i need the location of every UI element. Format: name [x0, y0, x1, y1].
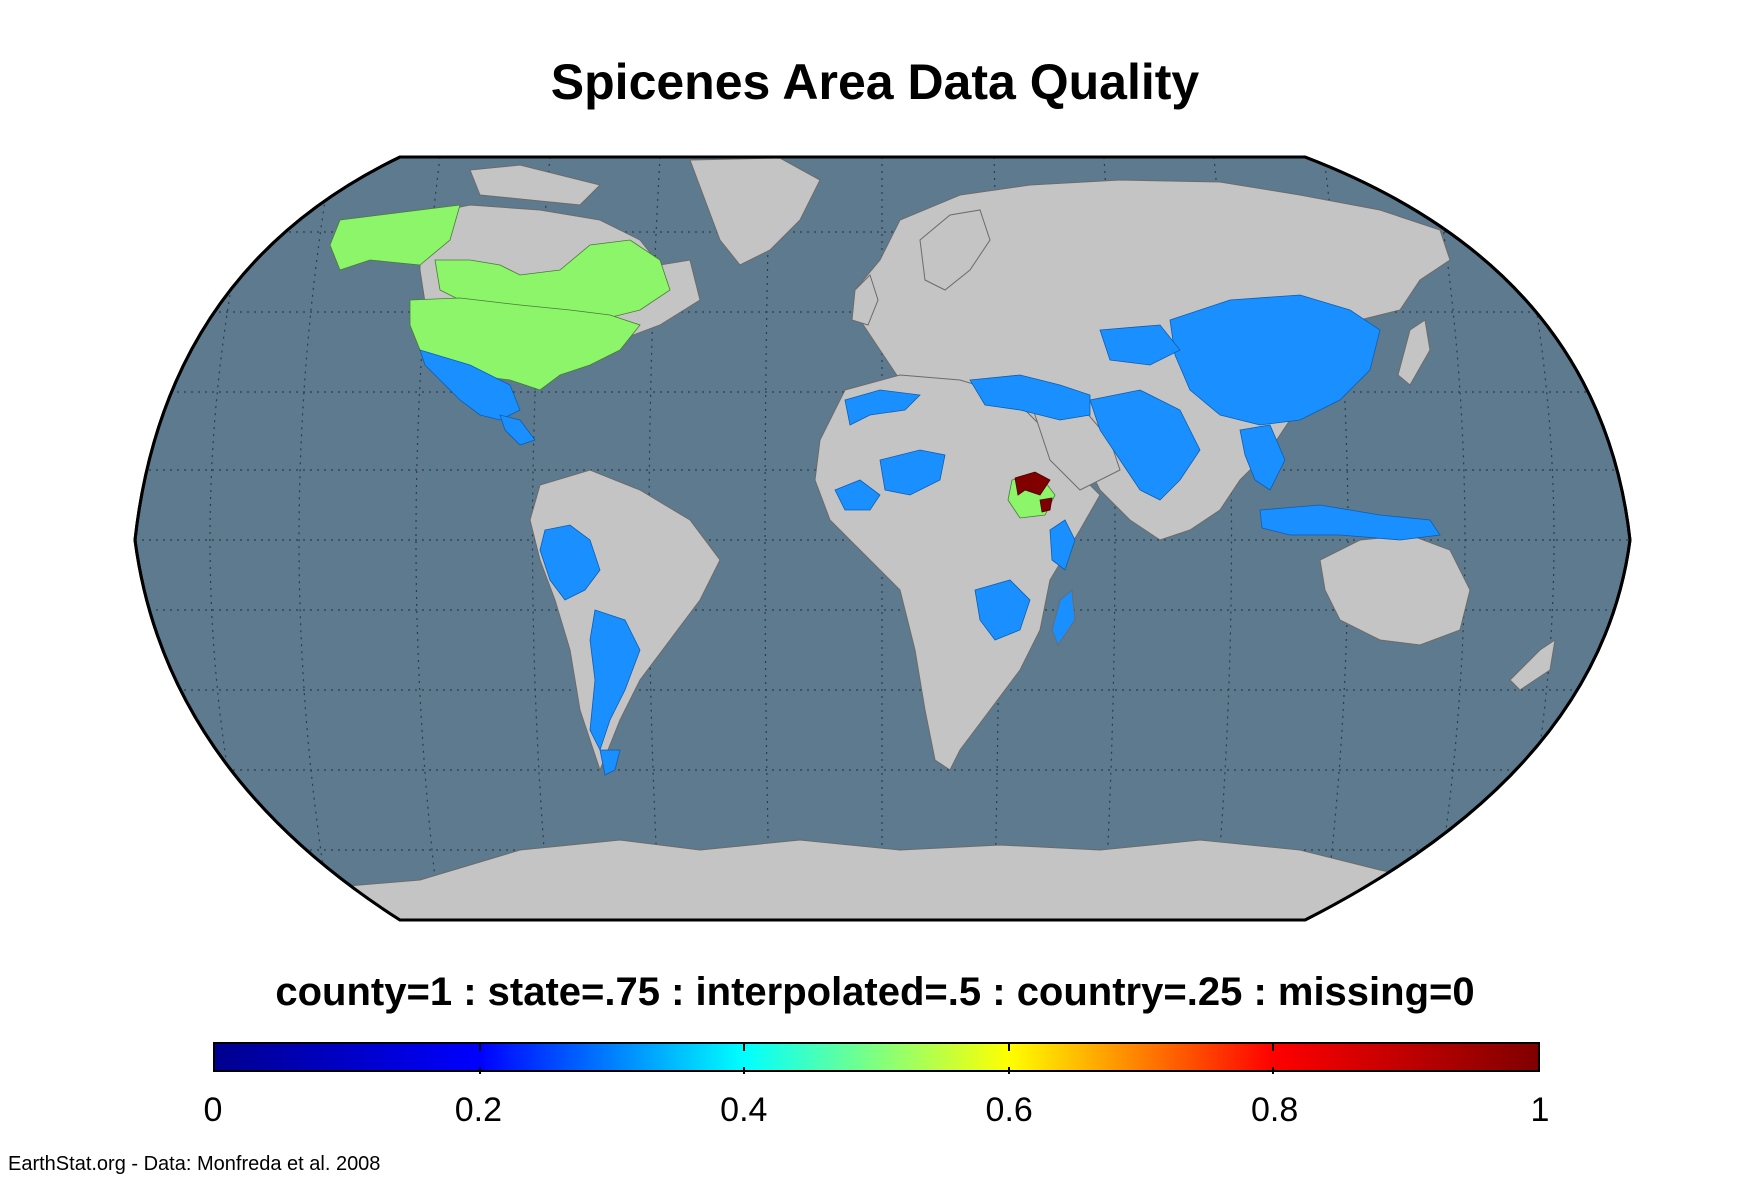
zambia-mozambique	[974, 579, 1031, 641]
country-regions	[419, 294, 1441, 776]
west-africa	[834, 479, 881, 511]
niger-nigeria	[879, 449, 946, 496]
globe-outline	[133, 155, 1632, 922]
colorbar-tick-label: 0	[203, 1091, 223, 1129]
alaska	[329, 204, 461, 271]
credit-line: EarthStat.org - Data: Monfreda et al. 20…	[8, 1153, 381, 1175]
map-title: Spicenes Area Data Quality	[550, 54, 1200, 110]
morocco-algeria	[844, 389, 921, 426]
peru-bolivia	[539, 524, 601, 601]
chile-south	[599, 749, 621, 776]
arctic-islands	[469, 164, 601, 206]
colorbar-tick-label: 0.6	[985, 1091, 1033, 1129]
world-map-svg	[133, 155, 1632, 922]
colorbar-tick	[743, 1044, 746, 1074]
colorbar-tick-label: 0.8	[1250, 1091, 1299, 1129]
colorbar-tick	[478, 1044, 481, 1074]
turkey-iran	[969, 374, 1091, 421]
new-zealand	[1509, 638, 1556, 691]
united-kingdom	[851, 274, 879, 326]
japan	[1397, 319, 1431, 386]
china	[1169, 294, 1381, 426]
central-america	[499, 414, 536, 446]
southeast-asia	[1239, 424, 1286, 491]
indonesia	[1259, 504, 1441, 541]
madagascar	[1051, 589, 1076, 647]
legend-caption: county=1 : state=.75 : interpolated=.5 :…	[275, 970, 1475, 1014]
colorbar-tick-label: 0.2	[454, 1091, 503, 1129]
colorbar-tick-label: 1	[1530, 1091, 1550, 1129]
ethiopia-county	[1014, 471, 1051, 496]
colorbar-tick	[1007, 1044, 1010, 1074]
mexico	[419, 349, 521, 421]
colorbar-tick	[1272, 1044, 1275, 1074]
county-regions	[1014, 471, 1053, 513]
colorbar	[213, 1042, 1540, 1074]
ethiopia-county-2	[1039, 497, 1053, 513]
argentina	[589, 609, 641, 752]
central-asia	[1099, 324, 1181, 366]
colorbar-tick-label: 0.4	[720, 1091, 768, 1129]
greenland	[689, 157, 821, 266]
south-asia	[1089, 389, 1201, 501]
graticule	[135, 157, 1630, 920]
world-map	[0, 150, 1750, 930]
kenya-somalia	[1049, 519, 1076, 571]
scandinavia	[919, 209, 991, 291]
